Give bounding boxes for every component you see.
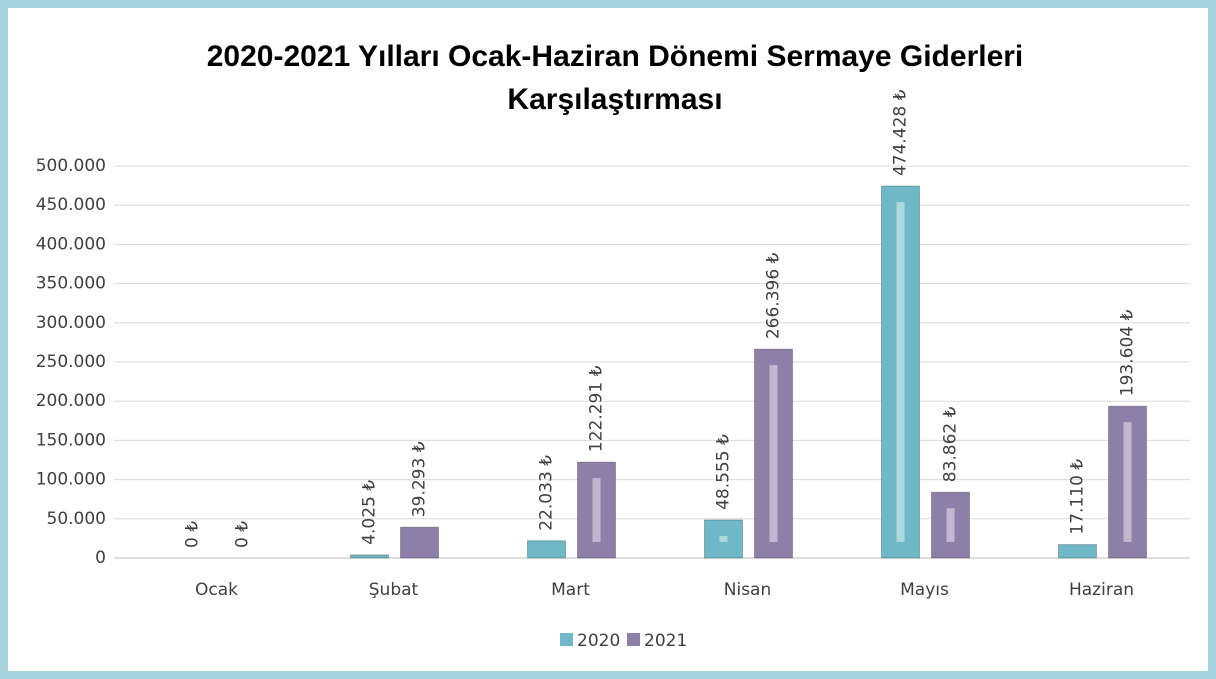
bar-highlight bbox=[769, 365, 778, 542]
x-tick-label: Şubat bbox=[369, 580, 419, 600]
y-tick-label: 100.000 bbox=[36, 470, 106, 490]
chart-title: Karşılaştırması bbox=[507, 83, 722, 116]
value-label: 474.428 ₺ bbox=[891, 89, 911, 176]
chart-title: 2020-2021 Yılları Ocak-Haziran Dönemi Se… bbox=[207, 40, 1024, 73]
y-tick-label: 50.000 bbox=[47, 509, 106, 529]
bar-highlight bbox=[719, 535, 728, 542]
value-label: 39.293 ₺ bbox=[410, 441, 430, 517]
bar bbox=[931, 491, 970, 559]
legend-swatch bbox=[627, 633, 640, 646]
bar bbox=[400, 526, 439, 559]
y-tick-label: 250.000 bbox=[36, 352, 106, 372]
bar bbox=[754, 348, 793, 559]
bar bbox=[881, 185, 920, 559]
y-tick-label: 200.000 bbox=[36, 391, 106, 411]
legend-swatch bbox=[560, 633, 573, 646]
x-tick-label: Ocak bbox=[195, 580, 238, 600]
bar bbox=[704, 519, 743, 559]
bar bbox=[577, 461, 616, 559]
y-tick-label: 450.000 bbox=[36, 195, 106, 215]
x-tick-label: Nisan bbox=[724, 580, 772, 600]
value-label: 48.555 ₺ bbox=[714, 434, 734, 510]
bar bbox=[527, 540, 566, 559]
value-label: 4.025 ₺ bbox=[360, 480, 380, 545]
y-tick-label: 500.000 bbox=[36, 156, 106, 176]
x-tick-label: Haziran bbox=[1069, 580, 1134, 600]
bar-highlight bbox=[1123, 422, 1132, 542]
y-tick-label: 400.000 bbox=[36, 234, 106, 254]
value-label: 0 ₺ bbox=[183, 521, 203, 548]
x-tick-label: Mart bbox=[551, 580, 590, 600]
value-label: 0 ₺ bbox=[233, 521, 253, 548]
bar bbox=[350, 554, 389, 559]
value-label: 22.033 ₺ bbox=[537, 455, 557, 531]
value-label: 122.291 ₺ bbox=[587, 365, 607, 452]
value-label: 193.604 ₺ bbox=[1118, 310, 1138, 397]
bar bbox=[1058, 544, 1097, 559]
y-tick-label: 350.000 bbox=[36, 274, 106, 294]
value-label: 17.110 ₺ bbox=[1068, 459, 1088, 535]
x-tick-label: Mayıs bbox=[900, 580, 949, 600]
bar-highlight bbox=[592, 478, 601, 542]
value-label: 266.396 ₺ bbox=[764, 252, 784, 339]
bar-highlight bbox=[896, 202, 905, 542]
value-label: 83.862 ₺ bbox=[941, 406, 961, 482]
legend-label: 2020 bbox=[577, 631, 620, 651]
y-tick-label: 0 bbox=[95, 548, 106, 568]
bar-highlight bbox=[946, 508, 955, 542]
legend-label: 2021 bbox=[644, 631, 687, 651]
y-tick-label: 150.000 bbox=[36, 430, 106, 450]
bar bbox=[1108, 405, 1147, 559]
y-tick-label: 300.000 bbox=[36, 313, 106, 333]
